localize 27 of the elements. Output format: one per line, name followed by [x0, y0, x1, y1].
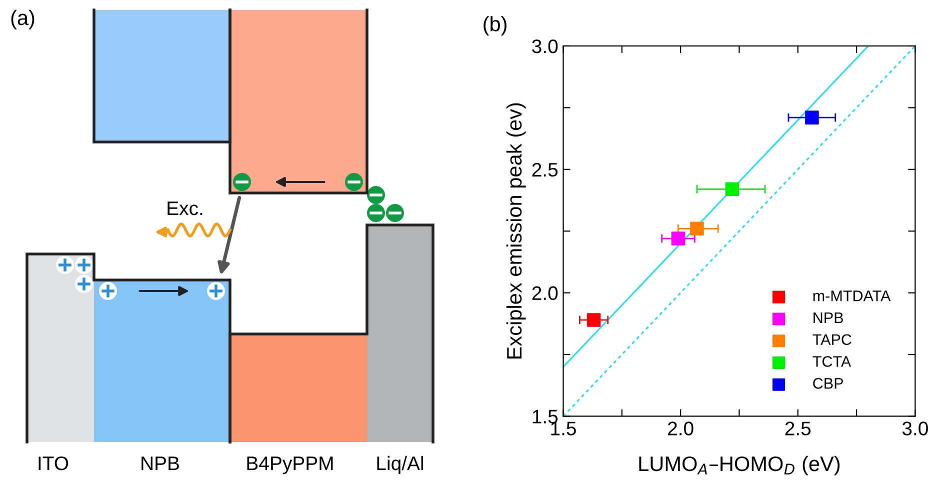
x-tick-label: 1.5: [551, 422, 576, 436]
legend-label: NPB: [814, 312, 843, 323]
point: [690, 222, 704, 236]
category-label: NPB: [142, 456, 179, 470]
point: [725, 182, 740, 196]
legend-label: TAPC: [812, 334, 852, 346]
text: Exc.: [168, 202, 202, 216]
x-tick-label: 2.0: [668, 422, 694, 436]
category-label: B4PyPPM: [247, 456, 333, 474]
y-tick-label: 2.0: [532, 286, 558, 300]
x-tick-label: 2.5: [785, 422, 811, 436]
y-axis-title: Exciplex emission peak (ev): [506, 103, 526, 358]
point: [586, 313, 601, 327]
legend-label: m-MTDATA: [813, 290, 891, 302]
text: (a): [11, 10, 34, 30]
y-tick-label: 2.5: [532, 162, 558, 177]
category-label: ITO: [38, 456, 68, 470]
x-axis-title: LUMO$_{A}$–HOMO$_{D}$ (eV): [639, 456, 840, 476]
category-label: Liq/Al: [377, 456, 424, 474]
y-tick-label: 1.5: [532, 410, 558, 424]
chart-title: (b): [484, 16, 506, 36]
point: [671, 232, 686, 246]
x-tick-label: 3.0: [902, 422, 928, 436]
legend-label: CBP: [813, 378, 843, 389]
point: [805, 110, 819, 124]
y-tick-label: 3.0: [532, 39, 558, 54]
legend-label: TCTA: [812, 356, 852, 367]
